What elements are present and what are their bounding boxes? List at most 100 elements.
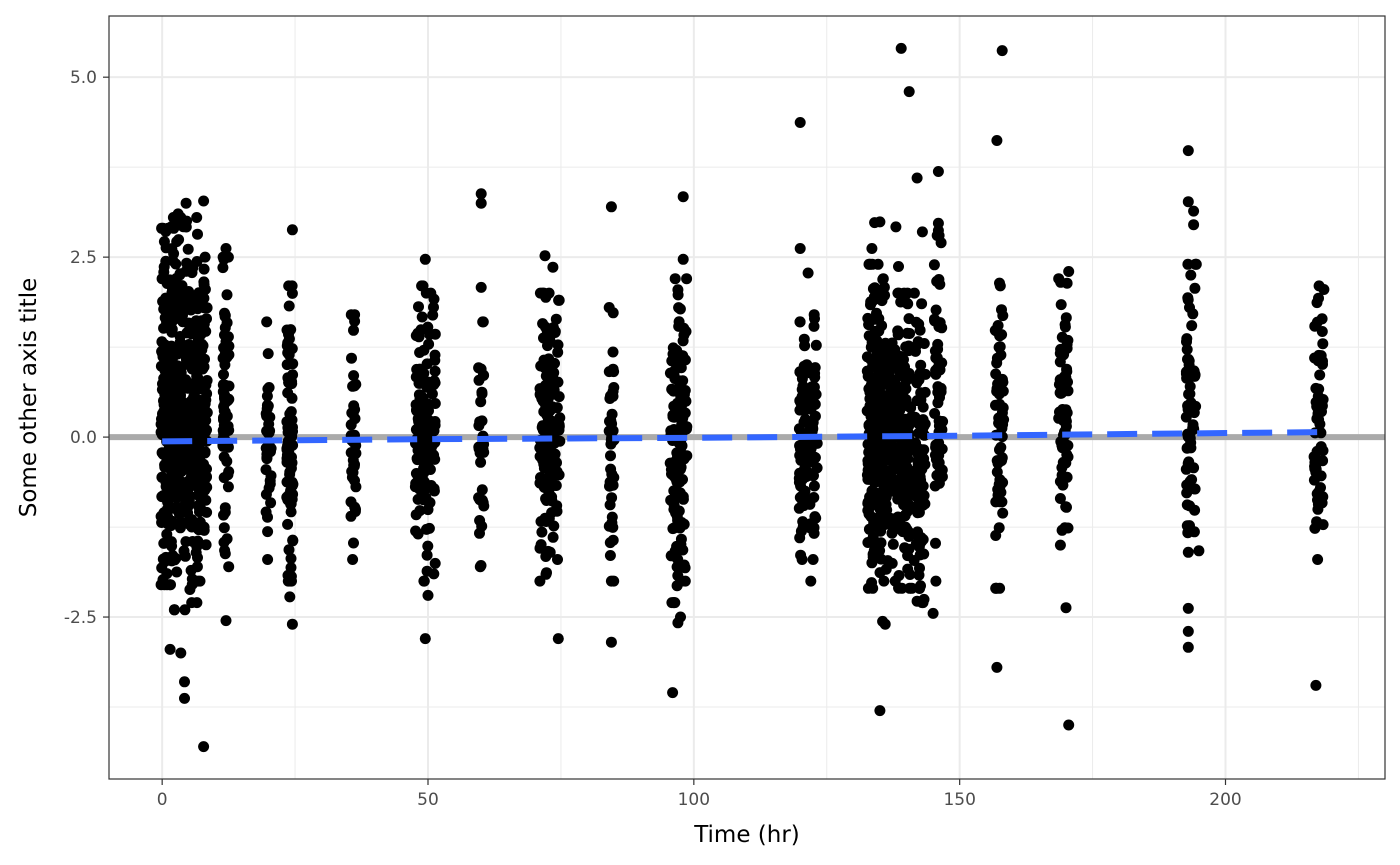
data-point — [666, 383, 678, 395]
data-point — [281, 359, 293, 371]
data-point — [903, 86, 915, 98]
data-point — [1317, 338, 1329, 350]
data-point — [156, 471, 168, 483]
data-point — [166, 326, 178, 338]
data-point — [607, 425, 619, 437]
data-point — [183, 286, 195, 297]
data-point — [805, 442, 817, 454]
data-point — [914, 562, 925, 574]
y-tick-label: 0.0 — [70, 428, 97, 448]
data-point — [997, 376, 1009, 388]
data-point — [909, 439, 921, 451]
data-point — [1312, 554, 1324, 565]
data-point — [667, 523, 679, 535]
data-point — [894, 370, 906, 381]
data-point — [156, 447, 168, 459]
data-point — [992, 320, 1004, 331]
data-point — [412, 528, 424, 540]
data-point — [993, 388, 1005, 400]
data-point — [283, 544, 295, 556]
data-point — [198, 402, 210, 413]
data-point — [1061, 501, 1072, 513]
data-point — [1193, 545, 1205, 557]
data-point — [348, 324, 359, 336]
data-point — [933, 449, 945, 461]
data-point — [672, 284, 684, 296]
data-point — [930, 537, 941, 549]
data-point — [477, 316, 489, 328]
data-point — [876, 450, 888, 462]
data-point — [1062, 334, 1074, 346]
data-point — [156, 562, 168, 574]
data-point — [170, 391, 182, 403]
data-point — [478, 446, 490, 458]
data-point — [158, 429, 170, 441]
data-point — [667, 687, 679, 699]
data-point — [876, 414, 888, 426]
data-point — [927, 607, 939, 619]
data-point — [262, 554, 274, 565]
data-point — [1055, 299, 1067, 311]
data-point — [413, 301, 424, 313]
data-point — [804, 498, 816, 510]
data-point — [877, 490, 889, 502]
data-point — [200, 494, 212, 506]
data-point — [1182, 196, 1194, 208]
data-point — [607, 521, 619, 533]
data-point — [473, 374, 485, 386]
data-point — [428, 293, 440, 305]
data-point — [429, 557, 441, 569]
data-point — [221, 533, 233, 545]
data-point — [906, 582, 918, 594]
data-point — [893, 570, 905, 581]
data-point — [608, 382, 620, 393]
data-point — [677, 544, 689, 556]
data-point — [414, 505, 426, 517]
data-point — [863, 383, 875, 395]
data-point — [1181, 479, 1193, 491]
data-point — [260, 408, 272, 420]
data-point — [677, 253, 689, 265]
data-point — [904, 569, 916, 580]
data-point — [605, 201, 617, 213]
data-point — [867, 283, 879, 295]
data-point — [934, 391, 945, 403]
data-point — [473, 362, 485, 374]
data-point — [894, 350, 906, 362]
data-point — [915, 532, 927, 544]
data-point — [281, 340, 293, 352]
data-point — [1312, 498, 1324, 510]
data-point — [1182, 641, 1194, 653]
data-point — [187, 262, 199, 274]
y-tick-label: 2.5 — [70, 248, 97, 268]
data-point — [286, 392, 298, 404]
data-point — [346, 352, 357, 364]
data-point — [1054, 356, 1066, 368]
data-point — [875, 394, 887, 406]
data-point — [1317, 445, 1329, 457]
data-point — [261, 390, 273, 402]
data-point — [916, 298, 928, 310]
data-point — [911, 172, 923, 184]
data-point — [552, 346, 564, 358]
data-point — [421, 462, 433, 474]
data-point — [1055, 276, 1067, 288]
data-point — [873, 325, 885, 337]
data-point — [915, 580, 926, 592]
data-point — [675, 362, 687, 374]
data-point — [201, 375, 213, 386]
data-point — [475, 456, 487, 468]
data-point — [866, 243, 878, 254]
data-point — [1056, 469, 1068, 481]
data-point — [930, 575, 942, 587]
data-point — [282, 518, 294, 530]
x-tick-label: 100 — [678, 790, 710, 810]
data-point — [1316, 326, 1328, 337]
data-point — [873, 313, 885, 325]
data-point — [538, 362, 550, 373]
data-point — [179, 423, 191, 435]
data-point — [218, 522, 230, 534]
data-point — [347, 467, 359, 478]
data-point — [180, 197, 192, 209]
data-point — [201, 388, 213, 400]
